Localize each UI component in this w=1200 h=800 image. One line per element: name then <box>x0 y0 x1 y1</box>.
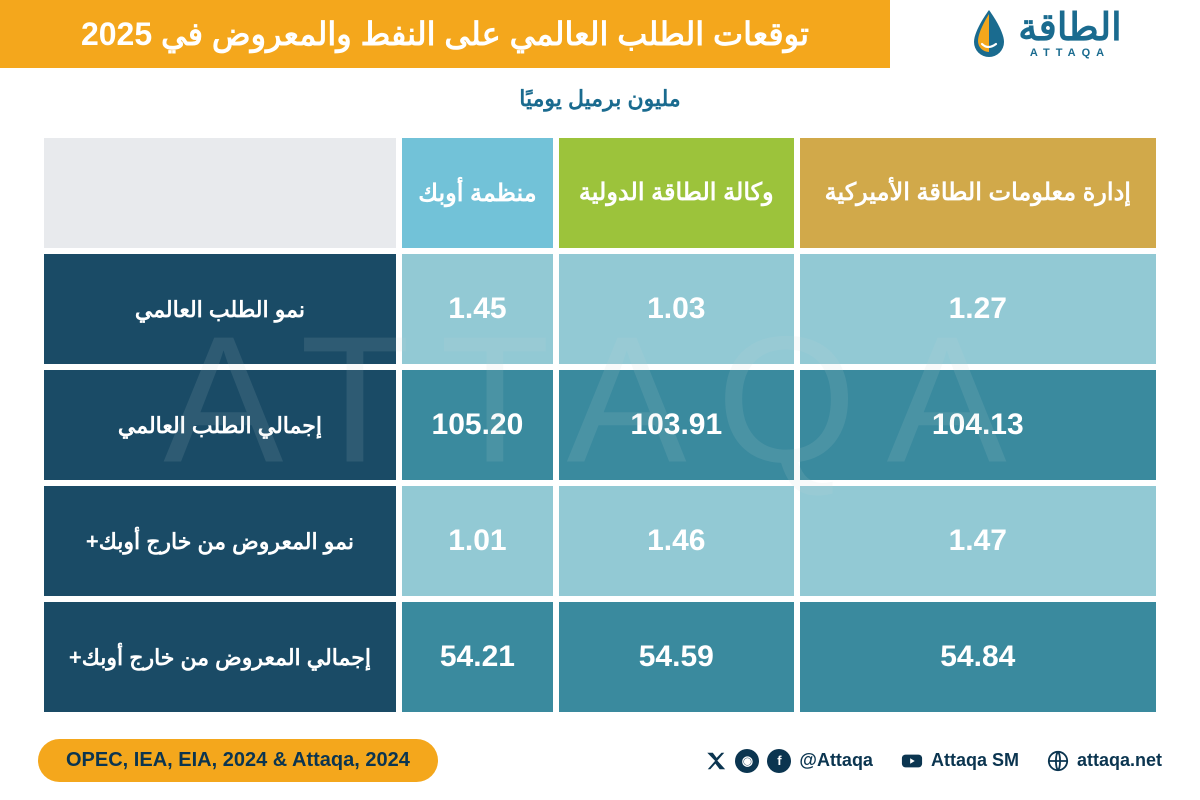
cell-value: 1.03 <box>559 254 794 364</box>
youtube-group: Attaqa SM <box>901 750 1019 772</box>
row-label: نمو الطلب العالمي <box>44 254 396 364</box>
social-links: ◉ f @Attaqa Attaqa SM attaqa.net <box>705 749 1162 773</box>
col-header-iea: وكالة الطاقة الدولية <box>559 138 794 248</box>
website-group: attaqa.net <box>1047 750 1162 772</box>
brand-name-ar: الطاقة <box>1018 9 1121 47</box>
youtube-label: Attaqa SM <box>931 750 1019 771</box>
col-header-opec: منظمة أوبك <box>402 138 553 248</box>
cell-value: 103.91 <box>559 370 794 480</box>
row-label: إجمالي المعروض من خارج أوبك+ <box>44 602 396 712</box>
globe-icon <box>1047 750 1069 772</box>
cell-value: 1.45 <box>402 254 553 364</box>
cell-value: 54.21 <box>402 602 553 712</box>
brand-logo: الطاقة ATTAQA <box>890 0 1200 68</box>
table-row: 1.27 1.03 1.45 نمو الطلب العالمي <box>44 254 1156 364</box>
instagram-icon: ◉ <box>735 749 759 773</box>
facebook-icon: f <box>767 749 791 773</box>
social-handle: @Attaqa <box>799 750 873 771</box>
cell-value: 1.27 <box>800 254 1156 364</box>
col-header-eia: إدارة معلومات الطاقة الأميركية <box>800 138 1156 248</box>
row-label: نمو المعروض من خارج أوبك+ <box>44 486 396 596</box>
drop-icon <box>968 8 1010 60</box>
table-row: 1.47 1.46 1.01 نمو المعروض من خارج أوبك+ <box>44 486 1156 596</box>
header: الطاقة ATTAQA توقعات الطلب العالمي على ا… <box>0 0 1200 68</box>
cell-value: 54.84 <box>800 602 1156 712</box>
table-header-row: إدارة معلومات الطاقة الأميركية وكالة الط… <box>44 138 1156 248</box>
social-handle-group: ◉ f @Attaqa <box>705 749 873 773</box>
source-badge: OPEC, IEA, EIA, 2024 & Attaqa, 2024 <box>38 739 438 782</box>
row-label: إجمالي الطلب العالمي <box>44 370 396 480</box>
website-label: attaqa.net <box>1077 750 1162 771</box>
cell-value: 1.46 <box>559 486 794 596</box>
page-title: توقعات الطلب العالمي على النفط والمعروض … <box>0 0 890 68</box>
cell-value: 1.47 <box>800 486 1156 596</box>
col-header-empty <box>44 138 396 248</box>
footer: OPEC, IEA, EIA, 2024 & Attaqa, 2024 ◉ f … <box>0 739 1200 782</box>
brand-name-en: ATTAQA <box>1030 47 1110 59</box>
cell-value: 104.13 <box>800 370 1156 480</box>
youtube-icon <box>901 750 923 772</box>
cell-value: 1.01 <box>402 486 553 596</box>
forecast-table: إدارة معلومات الطاقة الأميركية وكالة الط… <box>38 132 1162 718</box>
x-icon <box>705 750 727 772</box>
subtitle-text: مليون برميل يوميًا <box>0 86 1200 112</box>
table-row: 54.84 54.59 54.21 إجمالي المعروض من خارج… <box>44 602 1156 712</box>
cell-value: 105.20 <box>402 370 553 480</box>
table-row: 104.13 103.91 105.20 إجمالي الطلب العالم… <box>44 370 1156 480</box>
cell-value: 54.59 <box>559 602 794 712</box>
